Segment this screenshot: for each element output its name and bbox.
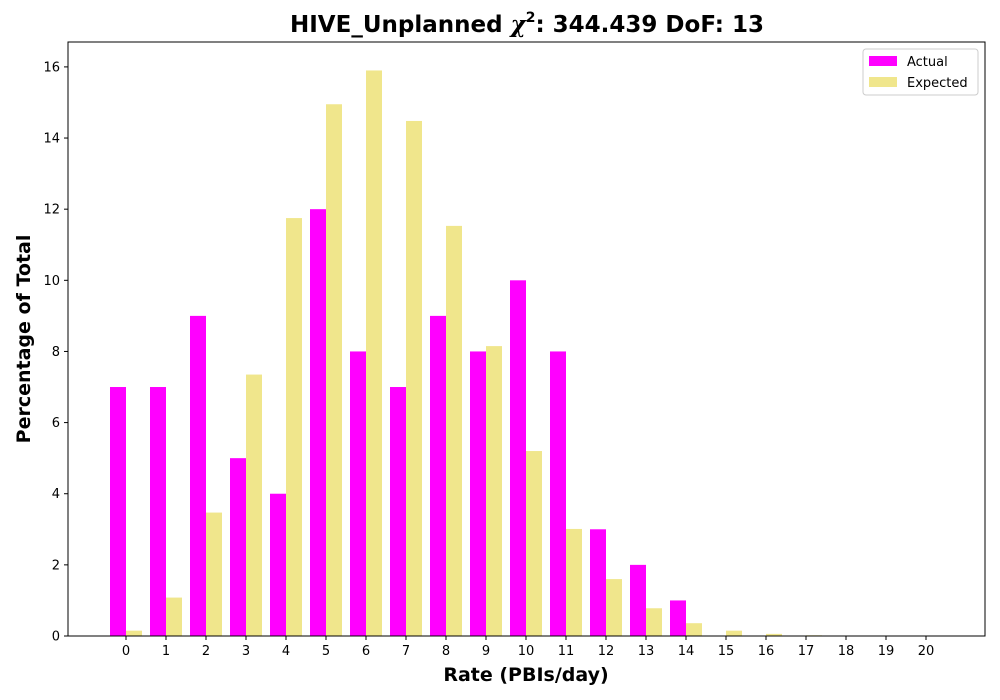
x-tick-label: 12 <box>598 644 615 659</box>
legend-label-expected: Expected <box>907 76 968 91</box>
y-tick-label: 16 <box>43 60 60 75</box>
x-tick-label: 17 <box>798 644 815 659</box>
bar-actual-11 <box>550 351 566 636</box>
x-tick-label: 14 <box>678 644 695 659</box>
x-tick-label: 0 <box>122 644 130 659</box>
bar-expected-6 <box>366 70 382 637</box>
x-axis-label: Rate (PBIs/day) <box>443 664 608 686</box>
y-tick-label: 2 <box>52 558 60 573</box>
x-tick-label: 10 <box>518 644 535 659</box>
y-tick-label: 8 <box>52 345 60 360</box>
y-ticks-group: 0 2 4 6 8 10 12 14 16 <box>43 60 68 645</box>
bar-actual-2 <box>190 315 206 636</box>
bar-expected-10 <box>526 451 542 636</box>
bar-actual-0 <box>110 387 126 636</box>
bar-expected-5 <box>326 104 342 637</box>
bar-expected-1 <box>166 597 182 636</box>
bar-expected-0 <box>126 630 142 636</box>
y-tick-label: 6 <box>52 416 60 431</box>
bar-expected-13 <box>646 608 662 636</box>
bar-actual-9 <box>470 351 486 636</box>
x-tick-label: 16 <box>758 644 775 659</box>
bar-actual-3 <box>230 458 246 636</box>
bar-expected-3 <box>246 374 262 636</box>
bar-actual-7 <box>390 387 406 636</box>
bar-expected-12 <box>606 579 622 636</box>
bar-expected-7 <box>406 120 422 636</box>
y-tick-label: 4 <box>52 487 60 502</box>
bar-actual-1 <box>150 387 166 636</box>
y-axis-label: Percentage of Total <box>13 235 35 444</box>
x-tick-label: 2 <box>202 644 210 659</box>
y-tick-label: 10 <box>43 274 60 289</box>
bar-actual-8 <box>430 315 446 636</box>
legend-swatch-actual <box>869 56 897 66</box>
x-tick-label: 6 <box>362 644 370 659</box>
x-tick-label: 20 <box>918 644 935 659</box>
bar-actual-10 <box>510 280 526 636</box>
plot-frame <box>67 41 986 637</box>
x-tick-label: 19 <box>878 644 895 659</box>
bar-expected-4 <box>286 218 302 637</box>
x-tick-label: 5 <box>322 644 330 659</box>
x-tick-label: 15 <box>718 644 735 659</box>
bar-actual-4 <box>270 493 286 636</box>
x-tick-label: 7 <box>402 644 410 659</box>
bar-expected-14 <box>686 623 702 636</box>
x-tick-label: 1 <box>162 644 170 659</box>
bar-actual-14 <box>670 600 686 636</box>
legend: Actual Expected <box>862 48 979 96</box>
bar-expected-15 <box>726 630 742 636</box>
x-tick-label: 4 <box>282 644 290 659</box>
legend-label-actual: Actual <box>907 55 948 70</box>
chart-title: HIVE_Unplanned χ2: 344.439 DoF: 13 <box>290 10 764 38</box>
bar-actual-13 <box>630 564 646 636</box>
x-tick-label: 13 <box>638 644 655 659</box>
bar-expected-8 <box>446 225 462 636</box>
bar-expected-16 <box>766 633 782 636</box>
x-tick-label: 3 <box>242 644 250 659</box>
x-tick-label: 11 <box>558 644 575 659</box>
y-tick-label: 0 <box>52 630 60 645</box>
x-tick-label: 18 <box>838 644 855 659</box>
y-tick-label: 14 <box>43 132 60 147</box>
bar-actual-6 <box>350 351 366 636</box>
x-tick-label: 8 <box>442 644 450 659</box>
bars-group <box>110 70 862 637</box>
bar-expected-2 <box>206 512 222 636</box>
bar-actual-5 <box>310 209 326 636</box>
bar-expected-11 <box>566 528 582 636</box>
legend-swatch-expected <box>869 77 897 87</box>
x-ticks-group: 0 1 2 3 4 5 6 7 8 9 10 11 12 13 14 15 16 17 18 19 20 <box>122 636 934 659</box>
y-tick-label: 12 <box>43 203 60 218</box>
bar-actual-12 <box>590 529 606 636</box>
bar-expected-9 <box>486 346 502 636</box>
x-tick-label: 9 <box>482 644 490 659</box>
